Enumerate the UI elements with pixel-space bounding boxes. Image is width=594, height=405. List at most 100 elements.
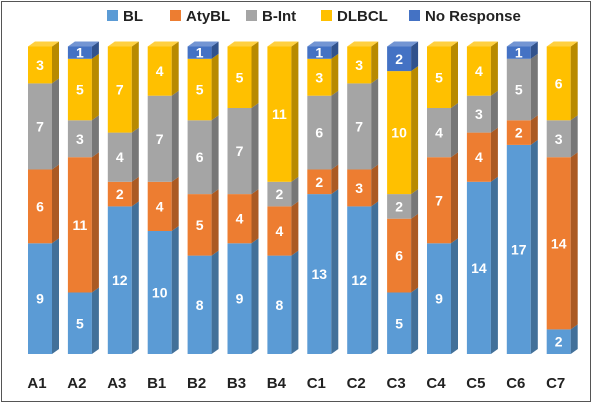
value-label-c5-atybl: 4 — [475, 149, 483, 165]
bar-c6-bl — [506, 144, 531, 354]
legend-swatch-atybl — [170, 10, 181, 21]
value-label-b2-atybl: 5 — [196, 217, 204, 233]
bar-side-c7-atybl — [570, 152, 578, 330]
value-label-c7-b-int: 3 — [555, 131, 563, 147]
bar-side-c6-no-response — [530, 41, 538, 59]
value-label-c5-dlbcl: 4 — [475, 63, 483, 79]
bar-top-c4 — [427, 41, 458, 47]
bar-side-a1-b-int — [52, 78, 59, 170]
bar-side-b3-b-int — [251, 103, 259, 195]
value-label-c4-bl: 9 — [435, 291, 443, 307]
bar-side-a3-atybl — [131, 176, 139, 207]
bar-side-c6-bl — [530, 139, 538, 354]
bar-a1-bl — [28, 243, 52, 354]
value-label-c6-bl: 17 — [511, 241, 527, 257]
legend-swatch-dlbcl — [321, 10, 332, 21]
bar-a3-b-int — [107, 132, 132, 182]
value-label-c4-dlbcl: 5 — [435, 69, 443, 85]
bar-side-a3-b-int — [131, 127, 139, 182]
value-label-c1-bl: 13 — [312, 266, 328, 282]
value-label-c3-dlbcl: 10 — [391, 125, 407, 141]
x-tick-label-c4: C4 — [426, 375, 446, 392]
x-tick-label-c2: C2 — [347, 375, 366, 392]
value-label-a3-atybl: 2 — [116, 186, 124, 202]
bar-a2-no-response — [67, 46, 92, 59]
legend: BL AtyBL B-Int DLBCL No Response — [107, 8, 521, 25]
bar-side-c6-atybl — [530, 115, 538, 145]
bar-top-b4 — [267, 41, 299, 47]
bar-side-a2-bl — [91, 287, 99, 354]
bar-c1-no-response — [307, 46, 332, 59]
value-label-c7-bl: 2 — [555, 334, 563, 350]
bar-side-b2-no-response — [211, 41, 219, 59]
bar-top-c5 — [466, 41, 498, 47]
value-label-c1-atybl: 2 — [315, 174, 323, 190]
bar-a2-dlbcl — [67, 58, 92, 121]
bar-c1-b-int — [307, 95, 332, 170]
bar-c5-atybl — [466, 132, 491, 182]
bar-b4-b-int — [267, 181, 292, 207]
bar-side-a3-dlbcl — [131, 41, 139, 133]
bar-b2-dlbcl — [187, 58, 212, 121]
bar-c3-bl — [387, 292, 412, 354]
legend-swatch-bl — [107, 10, 118, 21]
value-label-a1-atybl: 6 — [36, 198, 44, 214]
value-label-a3-dlbcl: 7 — [116, 82, 124, 98]
bar-side-b3-dlbcl — [251, 41, 259, 108]
bar-a1-atybl — [28, 169, 52, 244]
bar-c7-b-int — [546, 120, 571, 158]
value-label-a3-b-int: 4 — [116, 149, 124, 165]
bar-side-b1-b-int — [171, 90, 179, 182]
bar-side-c6-b-int — [530, 53, 538, 121]
bar-c3-b-int — [387, 194, 412, 219]
x-axis-labels: A1 A2 A3 B1 B2 B3 B4 C1 C2 C3 C4 C5 C6 C7 — [27, 375, 565, 392]
bar-c4-b-int — [427, 108, 451, 158]
x-tick-label-b2: B2 — [187, 375, 206, 392]
x-tick-label-c7: C7 — [546, 375, 565, 392]
bar-b2-b-int — [187, 120, 212, 195]
bar-c4-bl — [427, 243, 451, 354]
bar-side-b2-atybl — [211, 189, 219, 256]
bar-side-c5-atybl — [490, 127, 498, 182]
bars-group: 9673511351122471047485651947584211132631… — [28, 41, 578, 354]
bar-a3-bl — [107, 206, 132, 354]
bar-side-b1-bl — [171, 226, 179, 354]
value-label-c7-dlbcl: 6 — [555, 75, 563, 91]
value-label-b1-bl: 10 — [152, 285, 168, 301]
bar-side-c5-bl — [490, 176, 498, 354]
bar-side-c1-dlbcl — [331, 53, 339, 96]
bar-side-b4-dlbcl — [291, 41, 299, 182]
bar-side-b4-b-int — [291, 176, 299, 207]
bar-a3-dlbcl — [107, 46, 132, 133]
bar-top-c3 — [387, 41, 419, 47]
bar-side-a1-bl — [52, 238, 59, 354]
value-label-b3-bl: 9 — [236, 291, 244, 307]
bar-side-c2-atybl — [371, 164, 379, 207]
bar-c5-b-int — [466, 95, 491, 133]
bar-side-c5-b-int — [490, 90, 498, 133]
value-label-c5-b-int: 3 — [475, 106, 483, 122]
value-label-b1-atybl: 4 — [156, 198, 164, 214]
bar-c1-bl — [307, 194, 332, 354]
value-label-c6-atybl: 2 — [515, 125, 523, 141]
x-tick-label-a3: A3 — [107, 375, 126, 392]
value-label-c3-b-int: 2 — [395, 198, 403, 214]
bar-side-a3-bl — [131, 201, 139, 354]
bar-side-a1-dlbcl — [52, 41, 59, 84]
bar-side-b2-dlbcl — [211, 53, 219, 121]
bar-b3-dlbcl — [227, 46, 252, 108]
bar-a2-b-int — [67, 120, 92, 158]
bar-a1-dlbcl — [28, 46, 52, 84]
bar-side-b3-bl — [251, 238, 259, 354]
bar-a2-bl — [67, 292, 92, 354]
value-label-c6-no-response: 1 — [515, 45, 523, 61]
legend-label-bl: BL — [123, 8, 143, 25]
value-label-b2-dlbcl: 5 — [196, 82, 204, 98]
x-tick-label-a1: A1 — [27, 375, 46, 392]
value-label-a2-dlbcl: 5 — [76, 82, 84, 98]
value-label-c3-atybl: 6 — [395, 248, 403, 264]
bar-c5-dlbcl — [466, 46, 491, 96]
bar-side-c2-dlbcl — [371, 41, 379, 84]
bar-c1-atybl — [307, 169, 332, 195]
